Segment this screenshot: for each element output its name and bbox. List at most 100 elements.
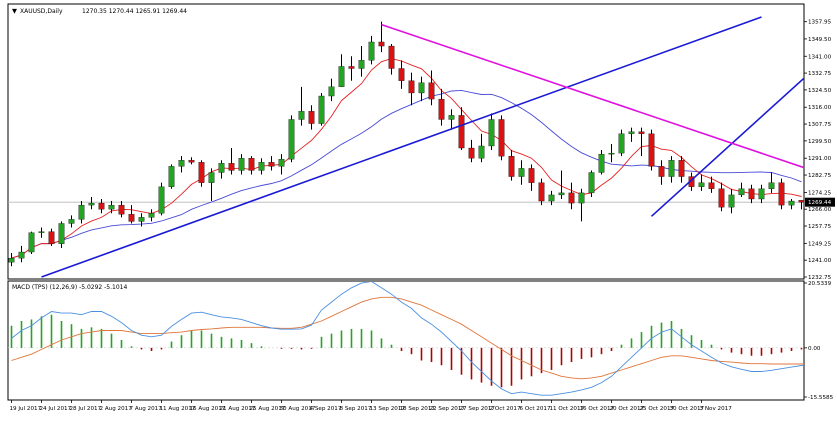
bear-candle-body [539,183,545,201]
price-tick-label: 1241.00 [808,258,832,264]
bear-candle-body [189,160,195,162]
price-tick-label: 1257.75 [808,224,832,230]
bull-candle-body [699,183,705,187]
bull-candle-body [339,66,345,86]
bull-candle-body [609,153,615,154]
bull-candle-body [769,183,775,189]
bull-candle-body [369,42,375,60]
bull-candle-body [259,162,265,170]
price-axis: 1357.95 1349.50 1341.00 1332.75 1324.50 1316.… [804,20,835,281]
bull-candle-body [319,96,325,124]
bull-candle-body [519,168,525,176]
bear-candle-body [649,134,655,167]
time-tick-label: 8 Sep 2017 [340,406,372,412]
current-price-label: 1269.44 [808,200,832,206]
price-tick-label: 1299.50 [808,139,832,145]
bear-candle-body [99,203,105,209]
bull-candle-body [789,201,795,205]
symbol-label: XAUUSD,Daily [20,8,63,15]
bear-candle-body [269,162,275,166]
bear-candle-body [779,183,785,205]
bull-candle-body [549,195,555,201]
bear-candle-body [529,168,535,182]
price-tick-label: 1316.00 [808,105,832,111]
bull-candle-body [329,87,335,96]
bull-candle-body [149,213,155,217]
header-arrow-icon[interactable]: ▼ [12,7,17,15]
bear-candle-body [709,183,715,189]
bear-candle-body [509,156,515,176]
time-tick-label: 2 Aug 2017 [100,406,133,412]
bull-candle-body [419,83,425,93]
bull-candle-body [279,159,285,166]
bear-candle-body [429,83,435,99]
bear-candle-body [389,46,395,68]
time-tick-label: 4 Sep 2017 [310,406,342,412]
bear-candle-body [399,68,405,80]
bull-candle-body [479,146,485,158]
ohlc-readout: 1270.35 1270.44 1265.91 1269.44 [82,8,187,15]
bear-candle-body [249,158,255,170]
bull-candle-body [209,172,215,182]
bull-candle-body [169,166,175,186]
time-tick-label: 2 Oct 2017 [490,406,521,412]
macd-axis: 20.5339 0.00 -15.5585 [804,281,834,401]
bull-candle-body [759,189,765,199]
bull-candle-body [669,160,675,176]
bull-candle-body [359,60,365,68]
bear-candle-body [569,193,575,203]
bull-candle-body [19,252,25,258]
price-tick-label: 1349.50 [808,37,832,43]
bear-candle-body [679,160,685,176]
price-tick-label: 1274.25 [808,190,832,196]
macd-tick-label: -15.5585 [808,395,834,401]
bull-candle-body [139,217,145,221]
price-tick-label: 1266.00 [808,207,832,213]
time-tick-label: 19 Jul 2017 [10,406,42,412]
price-tick-label: 1282.75 [808,173,832,179]
bear-candle-body [309,111,315,123]
price-tick-label: 1307.75 [808,122,832,128]
bull-candle-body [239,158,245,170]
bull-candle-body [219,163,225,172]
bear-candle-body [659,166,665,176]
bull-candle-body [109,205,115,209]
time-tick-label: 24 Jul 2017 [40,406,72,412]
macd-pane [8,281,804,400]
time-tick-label: 7 Aug 2017 [130,406,163,412]
price-tick-label: 1324.50 [808,88,832,94]
bull-candle-body [739,189,745,195]
price-tick-label: 1291.00 [808,156,832,162]
time-tick-label: 6 Oct 2017 [520,406,551,412]
bull-candle-body [579,193,585,203]
bull-candle-body [79,205,85,219]
macd-tick-label: 0.00 [808,346,821,352]
bull-candle-body [299,111,305,119]
chart-header: ▼ XAUUSD,Daily 1270.35 1270.44 1265.91 1… [12,7,187,15]
bear-candle-body [49,232,55,244]
bear-candle-body [639,132,645,134]
bear-candle-body [119,205,125,214]
macd-label: MACD (TPS) (12,26,9) -5.0292 -5.1014 [12,284,127,291]
bull-candle-body [179,160,185,166]
bull-candle-body [599,154,605,172]
bear-candle-body [439,99,445,119]
price-tick-label: 1332.75 [808,71,832,77]
bear-candle-body [379,42,385,46]
bull-candle-body [69,219,75,223]
bear-candle-body [799,200,805,202]
bull-candle-body [289,119,295,159]
bear-candle-body [749,189,755,199]
price-tick-label: 1341.00 [808,54,832,60]
bull-candle-body [9,258,15,262]
bear-candle-body [349,66,355,68]
macd-tick-label: 20.5339 [808,281,832,287]
time-tick-label: 28 Jul 2017 [70,406,102,412]
bull-candle-body [729,195,735,207]
bear-candle-body [459,115,465,148]
price-tick-label: 1249.25 [808,241,832,247]
price-tick-label: 1357.95 [808,20,832,26]
